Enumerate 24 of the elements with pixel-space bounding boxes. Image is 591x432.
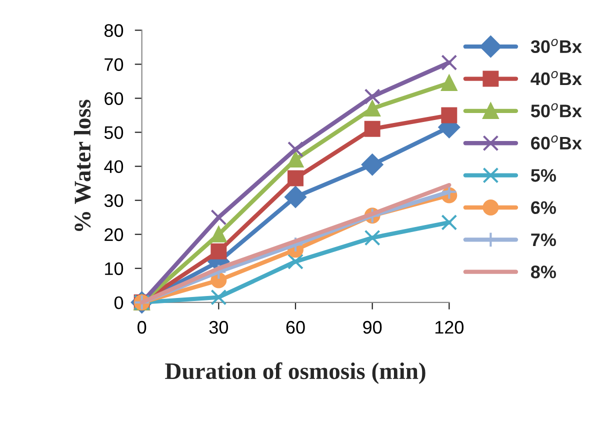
x-tick-label: 120 xyxy=(435,320,464,334)
legend-label: 6% xyxy=(531,201,556,214)
legend-label: 8% xyxy=(530,266,556,278)
y-tick-label: 50 xyxy=(104,126,124,140)
x-tick-label: 90 xyxy=(363,320,382,334)
y-tick-label: 70 xyxy=(104,58,124,71)
y-tick-label: 10 xyxy=(105,262,124,276)
y-tick-label: 60 xyxy=(104,92,124,105)
y-tick-label: 20 xyxy=(104,228,124,242)
y-tick-label: 30 xyxy=(104,194,124,208)
legend-label: 50$^{o}$Bx xyxy=(530,103,582,118)
y-tick-label: 80 xyxy=(104,24,124,37)
legend-label: 40$^{o}$Bx xyxy=(530,71,582,86)
x-tick-label: 0 xyxy=(138,320,146,334)
x-tick-label: 30 xyxy=(209,320,228,334)
legend-label: 7% xyxy=(531,233,556,246)
x-axis-title: Duration of osmosis (min) xyxy=(165,362,426,384)
legend-label: 60$^{o}$Bx xyxy=(531,135,582,150)
y-tick-label: 40 xyxy=(104,160,124,174)
y-axis-title: % Water loss xyxy=(74,100,91,232)
y-tick-label: 0 xyxy=(114,296,124,310)
x-tick-label: 60 xyxy=(286,320,305,334)
legend-label: 5% xyxy=(530,169,556,182)
legend-label: 30$^{o}$Bx xyxy=(530,38,582,54)
